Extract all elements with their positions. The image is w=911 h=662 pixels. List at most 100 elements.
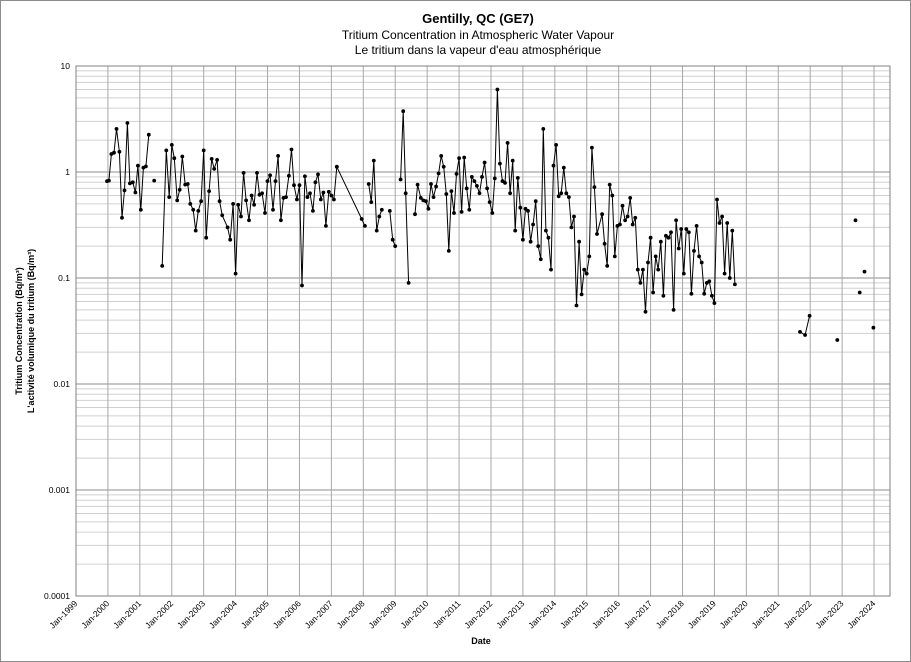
- data-point: [641, 267, 645, 272]
- data-point: [297, 183, 302, 188]
- data-point: [398, 177, 403, 182]
- data-point: [144, 164, 148, 169]
- data-point: [862, 269, 867, 274]
- x-tick-label: Jan-2009: [366, 598, 398, 630]
- data-point: [477, 191, 482, 196]
- data-point: [646, 260, 650, 265]
- data-point: [359, 217, 364, 221]
- data-point: [457, 156, 461, 161]
- data-point: [185, 182, 190, 186]
- data-point: [374, 228, 379, 233]
- data-point: [523, 206, 528, 211]
- data-point: [177, 187, 182, 192]
- data-point: [439, 154, 444, 158]
- data-point: [464, 186, 469, 191]
- data-point: [702, 291, 707, 296]
- data-point: [574, 303, 579, 308]
- y-tick-label: 10: [61, 61, 71, 71]
- data-point: [318, 197, 323, 202]
- data-point: [127, 181, 132, 186]
- data-point: [196, 209, 201, 213]
- data-point: [544, 228, 548, 233]
- data-point: [401, 109, 406, 114]
- data-point: [712, 301, 717, 305]
- data-point: [725, 221, 730, 225]
- data-point: [487, 200, 492, 205]
- data-point: [482, 160, 487, 165]
- data-point: [730, 228, 735, 233]
- data-point: [252, 202, 256, 207]
- data-point: [656, 267, 661, 272]
- x-tick-label: Jan-2012: [462, 598, 494, 630]
- data-point: [835, 338, 840, 342]
- data-point: [485, 186, 489, 191]
- data-point: [287, 173, 291, 178]
- x-tick-label: Jan-2020: [718, 598, 750, 630]
- x-tick-label: Jan-2000: [79, 598, 111, 630]
- x-tick-label: Jan-2021: [750, 598, 782, 630]
- data-point: [130, 180, 135, 185]
- data-point: [635, 267, 640, 272]
- data-point: [699, 260, 704, 265]
- data-point: [508, 191, 512, 196]
- data-point: [620, 203, 625, 208]
- data-point: [413, 212, 417, 217]
- x-tick-label: Jan-2002: [143, 598, 175, 630]
- data-point: [612, 254, 617, 259]
- data-point: [587, 254, 592, 259]
- data-point: [551, 163, 556, 168]
- data-point: [225, 225, 230, 230]
- x-tick-label: Jan-2018: [654, 598, 686, 630]
- data-point: [311, 209, 315, 213]
- x-tick-label: Jan-2016: [590, 598, 622, 630]
- data-point: [564, 191, 569, 196]
- data-point: [292, 183, 296, 188]
- x-tick-label: Jan-2007: [303, 598, 335, 630]
- data-point: [329, 193, 334, 198]
- data-point: [454, 172, 459, 176]
- data-point: [120, 215, 124, 220]
- data-point: [175, 198, 180, 203]
- data-point: [107, 178, 111, 183]
- x-tick-label: Jan-2010: [398, 598, 430, 630]
- data-point: [241, 171, 246, 175]
- x-axis-ticks: Jan-1999 Jan-2000 Jan-2001 Jan-2002 Jan-2003…: [47, 598, 877, 630]
- data-point: [733, 282, 737, 287]
- data-point: [674, 218, 678, 223]
- data-point: [271, 207, 275, 212]
- y-axis-label-fr: L'activité volumique du tritium (Bq/m³): [26, 249, 36, 413]
- chart-subtitle-en: Tritium Concentration in Atmospheric Wat…: [342, 28, 614, 42]
- data-point: [305, 195, 310, 200]
- data-point: [263, 211, 267, 215]
- data-point: [247, 218, 251, 223]
- x-tick-label: Jan-2015: [558, 598, 590, 630]
- y-axis-ticks: 10 1 0.1 0.01 0.001 0.0001: [44, 61, 70, 601]
- data-point: [122, 188, 127, 193]
- data-point: [531, 222, 535, 227]
- data-point: [625, 214, 630, 219]
- data-point: [651, 290, 655, 295]
- data-point: [212, 167, 217, 171]
- x-tick-label: Jan-2011: [431, 598, 463, 630]
- x-axis-label: Date: [471, 636, 491, 646]
- data-point: [661, 293, 666, 298]
- data-point: [577, 239, 581, 244]
- data-point: [618, 222, 622, 227]
- y-tick-label: 0.1: [58, 273, 70, 283]
- data-point: [303, 174, 307, 179]
- data-point: [526, 209, 530, 213]
- data-point: [666, 235, 671, 240]
- data-point: [377, 214, 382, 219]
- data-point: [467, 207, 472, 212]
- data-point: [406, 281, 411, 285]
- data-point: [446, 249, 451, 253]
- data-point: [687, 230, 691, 235]
- data-point: [462, 155, 467, 160]
- data-point: [648, 235, 653, 240]
- data-point: [279, 218, 283, 223]
- x-tick-label: Jan-2001: [111, 598, 143, 630]
- data-point: [265, 179, 270, 184]
- data-point: [452, 211, 456, 215]
- x-tick-label: Jan-1999: [47, 598, 79, 630]
- data-point: [273, 179, 278, 184]
